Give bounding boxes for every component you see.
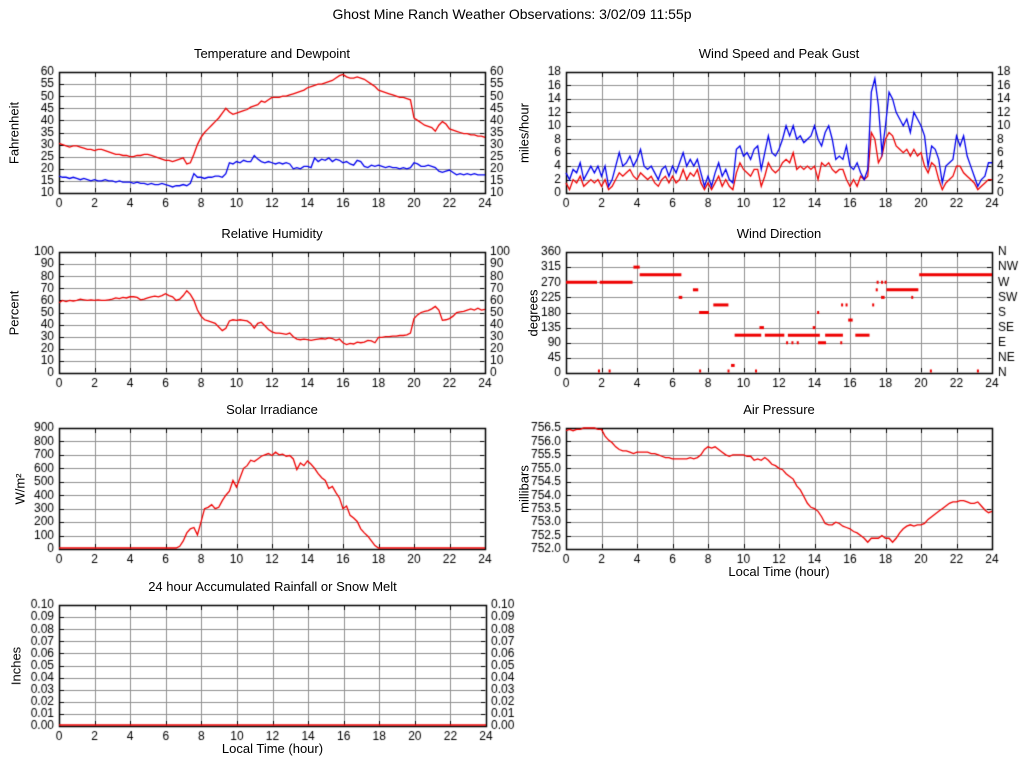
chart-title: 24 hour Accumulated Rainfall or Snow Mel… xyxy=(148,579,397,594)
chart-title: Air Pressure xyxy=(743,402,815,417)
y-axis-label: millibars xyxy=(516,465,532,513)
y-axis-label: W/m² xyxy=(12,473,28,505)
chart-title: Wind Direction xyxy=(736,226,822,241)
y-axis-label: degrees xyxy=(525,289,541,337)
y-axis-label: Percent xyxy=(6,290,22,336)
y-axis-label: Inches xyxy=(8,646,24,686)
chart-title: Temperature and Dewpoint xyxy=(193,46,351,61)
x-axis-label: Local Time (hour) xyxy=(728,564,830,579)
y-axis-label: Fahrenheit xyxy=(6,101,22,165)
chart-title: Wind Speed and Peak Gust xyxy=(698,46,860,61)
y-axis-label: miles/hour xyxy=(516,103,532,163)
chart-title: Relative Humidity xyxy=(221,226,323,241)
chart-title: Solar Irradiance xyxy=(226,402,318,417)
page-title: Ghost Mine Ranch Weather Observations: 3… xyxy=(332,6,692,22)
x-axis-label: Local Time (hour) xyxy=(221,741,324,756)
